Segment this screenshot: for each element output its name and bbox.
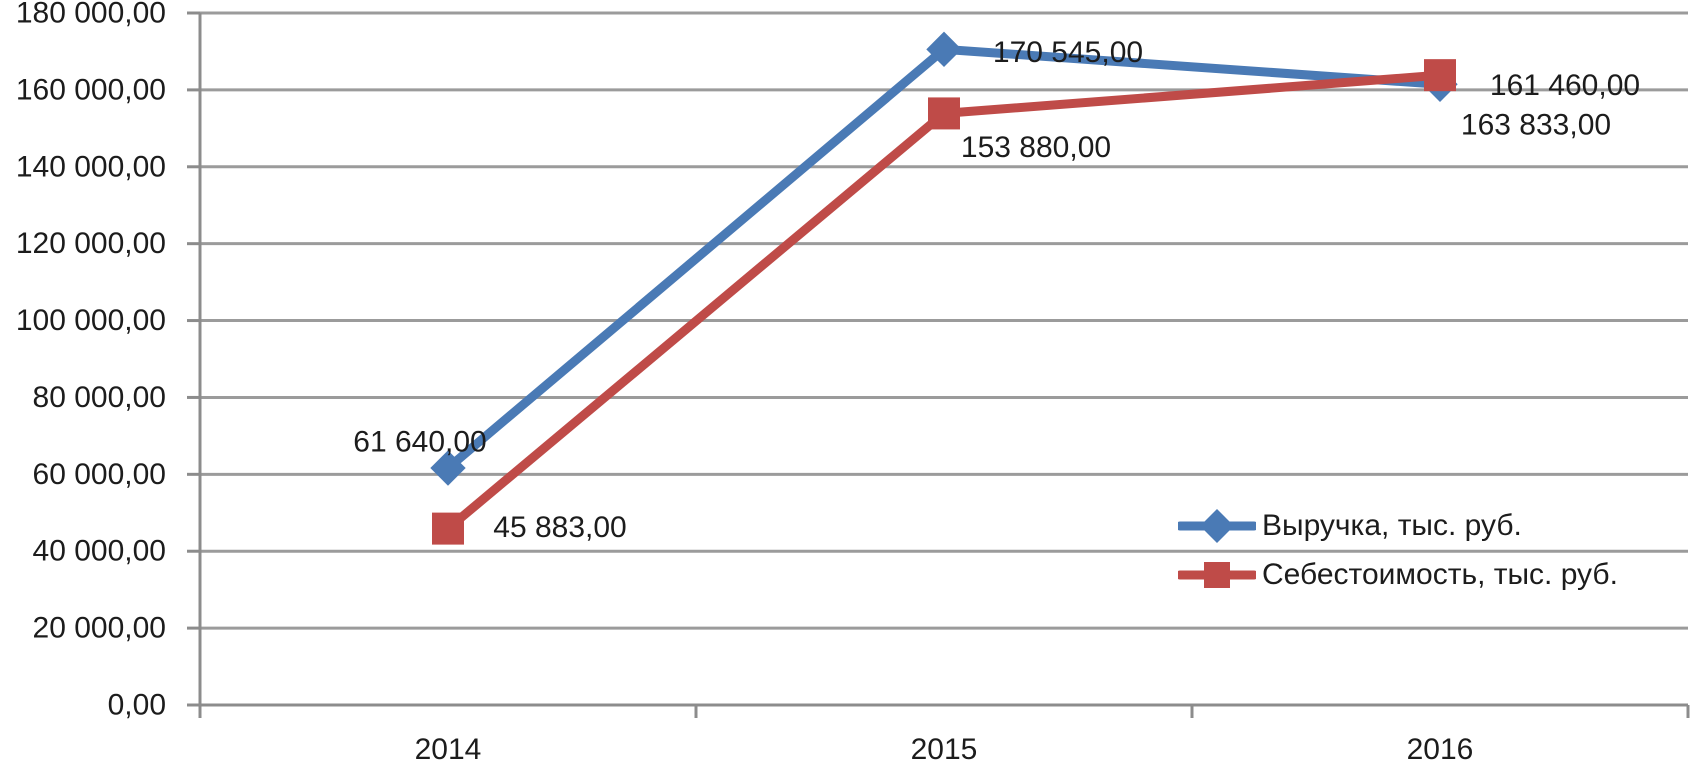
data-label: 163 833,00 [1461,109,1611,142]
legend-line-square-icon [1178,562,1256,588]
square-marker [432,512,464,545]
square-marker [928,97,960,130]
x-axis-label: 2014 [415,733,482,766]
x-axis-label: 2016 [1407,733,1474,766]
diamond-marker [926,31,962,68]
legend-item-vyruchka: Выручка, тыс. руб. [1178,509,1618,543]
y-axis-tick-label: 160 000,00 [16,73,166,106]
y-axis-tick-label: 0,00 [108,689,166,722]
y-axis-tick-label: 180 000,00 [16,0,166,30]
data-label: 161 460,00 [1490,69,1640,102]
legend: Выручка, тыс. руб. Себестоимость, тыс. р… [1178,509,1618,607]
y-axis-tick-label: 40 000,00 [33,535,166,568]
y-axis-tick-label: 120 000,00 [16,227,166,260]
x-axis-label: 2015 [911,733,978,766]
legend-label-vyruchka: Выручка, тыс. руб. [1262,509,1522,542]
square-marker [1424,59,1456,92]
y-axis-tick-label: 80 000,00 [33,381,166,414]
y-axis-tick-label: 20 000,00 [33,612,166,645]
data-label: 45 883,00 [493,511,626,544]
y-axis-tick-label: 60 000,00 [33,458,166,491]
legend-label-sebestoimost: Себестоимость, тыс. руб. [1262,558,1618,591]
diamond-marker [430,450,466,486]
y-axis-tick-label: 100 000,00 [16,304,166,337]
y-axis-tick-label: 140 000,00 [16,150,166,183]
legend-line-diamond-icon [1178,509,1256,543]
data-label: 153 880,00 [961,131,1111,164]
legend-item-sebestoimost: Себестоимость, тыс. руб. [1178,558,1618,592]
series-line-square [443,70,1445,534]
data-label: 170 545,00 [993,36,1143,69]
data-label: 61 640,00 [353,426,486,459]
